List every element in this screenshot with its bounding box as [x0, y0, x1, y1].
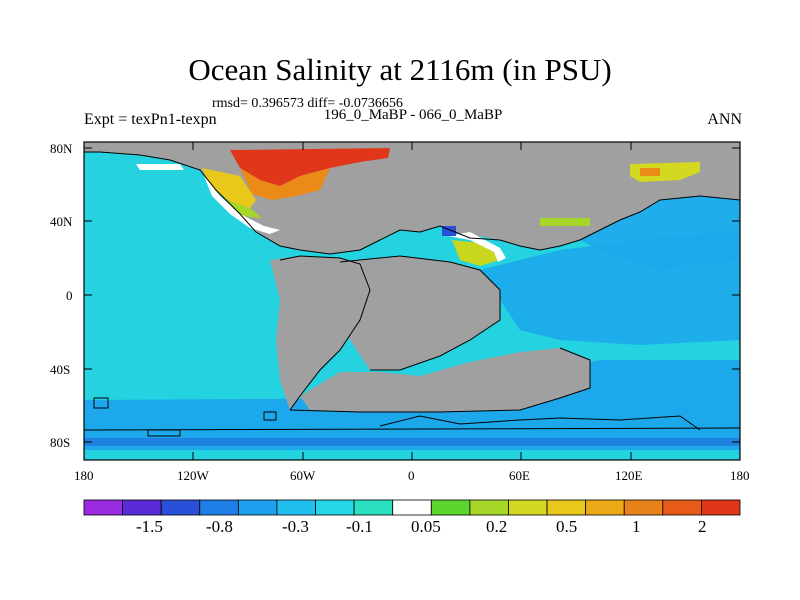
colorbar-swatch	[701, 499, 741, 516]
anomaly-arctic-white	[136, 164, 184, 170]
colorbar-label: 2	[698, 517, 707, 536]
colorbar-swatch	[623, 499, 664, 516]
outline-africa	[339, 255, 501, 371]
colorbar-label: 0.05	[411, 517, 441, 536]
outline-north	[84, 151, 741, 255]
colorbar-label: -0.8	[206, 517, 233, 536]
anomaly-north-pacific-red	[640, 168, 660, 176]
anomaly-caspian	[540, 218, 590, 226]
lon-tick-0: 0	[408, 468, 415, 483]
anomaly-north-atlantic-mid	[240, 168, 330, 200]
lon-tick-120w: 120W	[177, 468, 209, 483]
colorbar-swatch	[392, 499, 432, 516]
anomaly-labrador	[202, 168, 256, 208]
lon-tick-60e: 60E	[509, 468, 530, 483]
land-africa	[340, 256, 500, 370]
outline-island-3	[263, 411, 277, 421]
colorbar-swatch	[585, 499, 625, 516]
lon-tick-180e: 180	[730, 468, 750, 483]
anomaly-north-atlantic-high	[230, 148, 390, 186]
outline-island-1	[93, 397, 109, 409]
land-antarctica-combined	[300, 348, 590, 412]
lat-tick-0: 0	[66, 288, 73, 303]
lat-tick-80s: 80S	[50, 435, 71, 450]
stats-text: rmsd= 0.396573 diff= -0.0736656	[212, 96, 403, 111]
outline-antarctica	[289, 347, 591, 413]
anomaly-labrador-low	[226, 200, 262, 218]
lat-tick-40s: 40S	[50, 362, 71, 377]
colorbar-swatch	[199, 499, 239, 516]
lon-tick-180w: 180	[74, 468, 94, 483]
anomaly-white-band	[204, 176, 280, 234]
colorbar-swatch	[122, 499, 162, 516]
outline-south-america	[279, 255, 371, 411]
outline-antarctic-shelf	[379, 415, 701, 431]
colorbar-swatch	[662, 499, 702, 516]
axis-ticks	[84, 142, 740, 460]
experiment-label: Expt = texPn1-texpn	[84, 111, 217, 128]
colorbar-swatch	[276, 499, 316, 516]
colorbar-label: 0.2	[486, 517, 508, 536]
colorbar-swatch	[508, 499, 548, 516]
colorbar-swatch	[546, 499, 587, 516]
colorbar-swatch	[83, 499, 123, 516]
lat-tick-80n: 80N	[50, 141, 73, 156]
southern-rim	[84, 438, 740, 446]
chart-subtitle: 196_0_MaBP - 066_0_MaBP	[323, 107, 503, 123]
anomaly-black-sea	[442, 226, 456, 236]
colorbar-swatch	[315, 499, 355, 516]
outline-island-2	[147, 429, 181, 437]
season-label: ANN	[707, 111, 742, 128]
colorbar-label: 0.5	[556, 517, 578, 536]
colorbar	[83, 499, 741, 516]
colorbar-swatch	[237, 499, 278, 516]
lon-tick-60w: 60W	[290, 468, 316, 483]
anomaly-north-pacific	[630, 162, 700, 182]
colorbar-label: -1.5	[136, 517, 163, 536]
outline-antarctic-rim	[83, 427, 741, 431]
colorbar-swatch	[469, 499, 509, 516]
lat-tick-40n: 40N	[50, 214, 73, 229]
colorbar-label: -0.3	[282, 517, 309, 536]
lon-tick-120e: 120E	[615, 468, 643, 483]
colorbar-label: 1	[632, 517, 641, 536]
chart-title: Ocean Salinity at 2116m (in PSU)	[188, 52, 612, 87]
colorbar-label: -0.1	[346, 517, 373, 536]
colorbar-swatch	[353, 499, 394, 516]
colorbar-swatch	[430, 499, 471, 516]
colorbar-swatch	[160, 499, 201, 516]
